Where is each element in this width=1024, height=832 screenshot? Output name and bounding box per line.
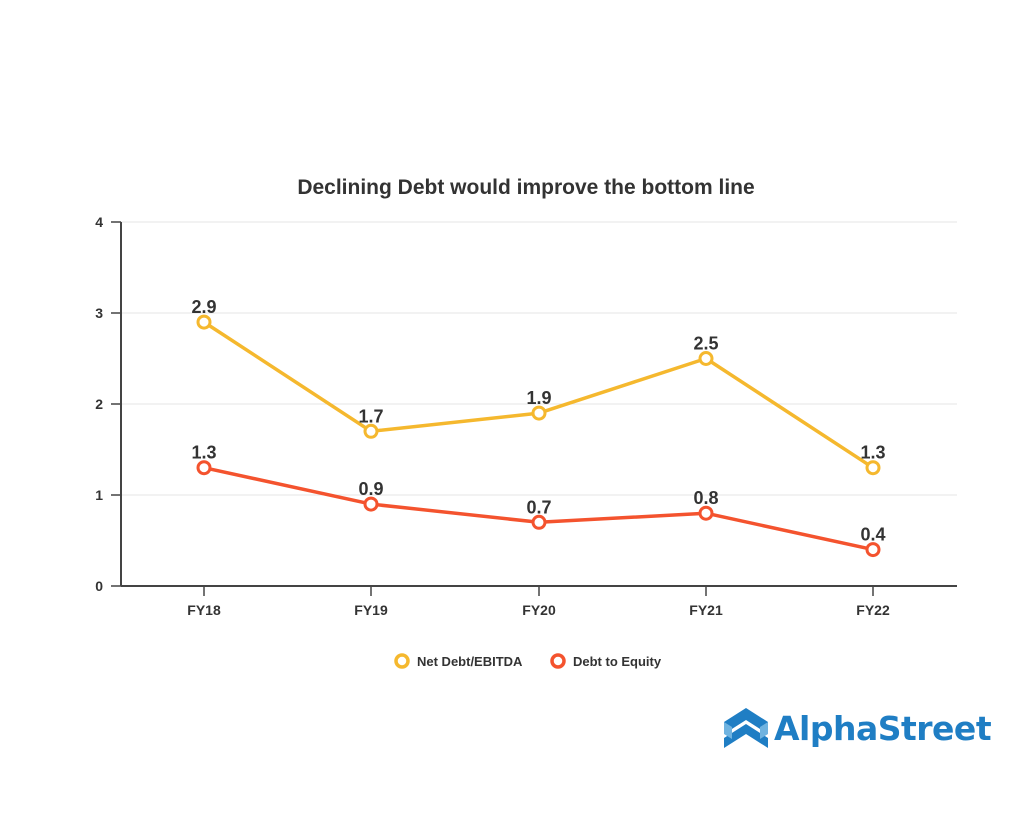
data-label: 2.9 <box>191 297 216 317</box>
alphastreet-logo: AlphaStreet <box>724 708 992 748</box>
data-label: 0.7 <box>526 497 551 517</box>
y-tick-label: 3 <box>95 305 103 321</box>
legend-marker <box>394 653 410 669</box>
data-point <box>196 314 212 330</box>
x-tick-label: FY22 <box>856 602 890 618</box>
legend-item: Debt to Equity <box>550 653 662 669</box>
chart-title: Declining Debt would improve the bottom … <box>297 176 754 199</box>
x-tick-label: FY21 <box>689 602 723 618</box>
data-point <box>698 351 714 366</box>
data-point <box>698 505 714 521</box>
y-tick-label: 2 <box>95 396 103 412</box>
data-label: 1.9 <box>526 388 551 408</box>
gridlines <box>121 221 957 496</box>
y-tick-label: 1 <box>95 487 103 503</box>
y-tick-label: 0 <box>95 578 103 594</box>
series-debt-to-equity: 1.3 0.9 0.7 0.8 0.4 <box>191 443 886 558</box>
data-label: 2.5 <box>693 334 718 354</box>
legend-label: Net Debt/EBITDA <box>417 654 523 669</box>
data-label: 1.3 <box>191 443 216 463</box>
alphastreet-logo-icon <box>724 708 768 748</box>
x-tick-label: FY18 <box>187 602 221 618</box>
legend: Net Debt/EBITDA Debt to Equity <box>394 653 662 669</box>
data-point <box>865 460 881 476</box>
data-point <box>363 496 379 512</box>
series-group: 2.9 1.7 1.9 2.5 1.3 1.3 0.9 0.7 0.8 0.4 <box>191 297 886 558</box>
data-label: 1.7 <box>358 406 383 426</box>
x-tick-label: FY19 <box>354 602 388 618</box>
x-axis-ticks: FY18 FY19 FY20 FY21 FY22 <box>187 586 890 618</box>
data-label: 0.4 <box>860 525 885 545</box>
alphastreet-logo-text: AlphaStreet <box>774 708 992 748</box>
series-net-debt-ebitda: 2.9 1.7 1.9 2.5 1.3 <box>191 297 886 476</box>
data-point <box>865 542 881 558</box>
data-point <box>363 423 379 439</box>
legend-item: Net Debt/EBITDA <box>394 653 523 669</box>
data-point <box>531 514 547 530</box>
data-label: 0.9 <box>358 479 383 499</box>
y-axis-ticks: 0 1 2 3 4 <box>95 214 121 594</box>
y-tick-label: 4 <box>95 214 103 230</box>
data-label: 0.8 <box>693 488 718 508</box>
data-point <box>196 460 212 476</box>
data-point <box>531 405 547 421</box>
legend-marker <box>550 653 566 669</box>
data-label: 1.3 <box>860 443 885 463</box>
x-tick-label: FY20 <box>522 602 556 618</box>
legend-label: Debt to Equity <box>573 654 662 669</box>
